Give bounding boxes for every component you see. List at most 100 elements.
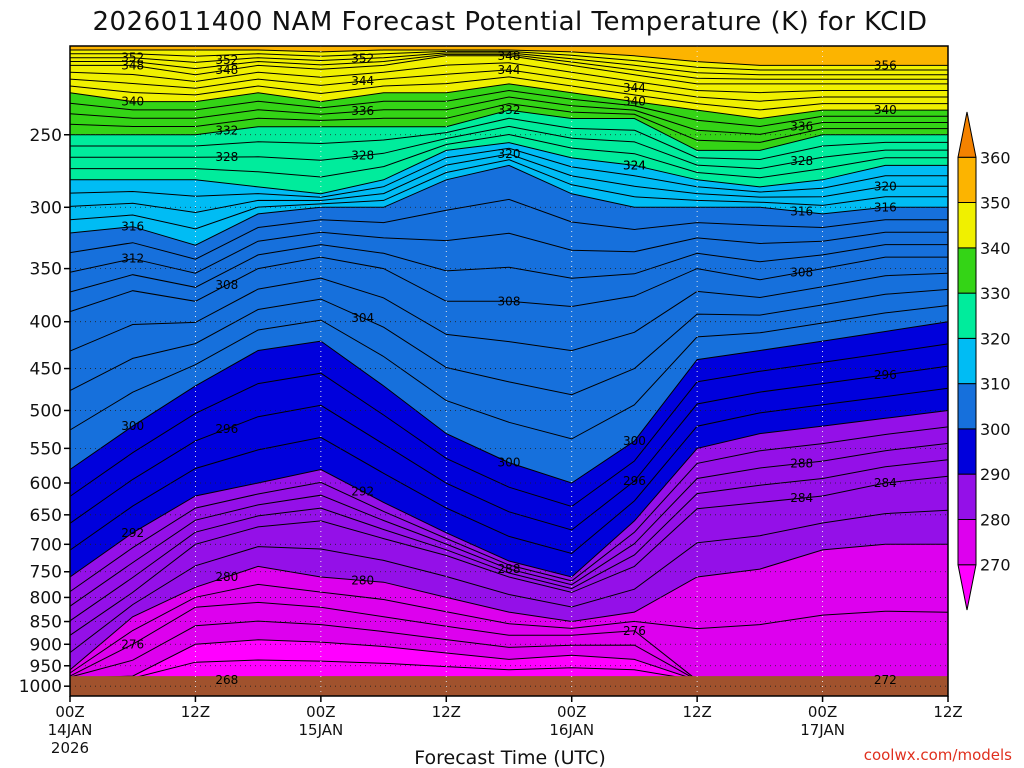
colorbar-band-300 [957,383,977,430]
isentrope-336 [69,96,948,135]
colorbar-tick-label: 310 [980,375,1011,394]
x-tick-date: 14JAN [48,721,93,739]
isentrope-334 [69,103,948,143]
y-tick-label: 700 [30,535,62,555]
contour-label: 352 [121,51,144,65]
y-tick-label: 300 [30,198,62,218]
contour-label: 324 [623,158,646,172]
contour-label: 308 [215,278,238,292]
contour-label: 304 [351,311,374,325]
x-tick-time: 00Z [557,703,586,721]
contour-label: 268 [215,673,238,687]
plot-frame [69,45,949,697]
isentrope-324 [70,142,948,195]
contour-label: 296 [623,474,646,488]
x-tick-time: 00Z [306,703,335,721]
y-tick-label: 600 [30,474,62,494]
contour-label: 292 [351,484,374,498]
y-tick-label: 450 [30,360,62,380]
isentrope-356 [70,49,948,66]
contour-label: 308 [498,294,521,308]
isentrope-348 [70,55,948,85]
colorbar-band-270 [957,518,977,566]
colorbar-tick-label: 330 [980,284,1011,303]
x-tick-date: 16JAN [549,721,594,739]
colorbar-tick-label: 360 [980,148,1011,167]
isentrope-298 [69,343,949,508]
y-tick-label: 950 [30,657,62,677]
isentrope-302 [69,305,949,440]
contour-label: 328 [215,150,238,164]
contour-label: 308 [790,265,813,279]
colorbar-band-350 [957,156,977,204]
isentrope-332 [70,109,948,151]
contour-label: 352 [215,53,238,67]
contour-label: 280 [215,570,238,584]
isentrope-352 [70,52,948,76]
isentrope-312 [69,231,948,274]
isentrope-294 [69,387,949,555]
contour-label: 332 [498,103,521,117]
contour-label: 344 [351,74,374,88]
contour-label: 332 [215,124,238,138]
colorbar-tick-label: 290 [980,465,1011,484]
isentrope-342 [69,76,948,111]
contour-label: 348 [121,58,144,72]
isentrope-306 [69,272,949,352]
chart-title: 2026011400 NAM Forecast Potential Temper… [92,7,927,37]
isentrope-350 [70,53,948,80]
y-tick-label: 800 [30,588,62,608]
contour-label: 316 [790,205,813,219]
isentrope-292 [69,410,949,578]
isentrope-320 [69,153,948,214]
isentrope-328 [70,125,948,170]
isentrope-304 [69,288,949,396]
contour-label: 276 [121,637,144,651]
contour-label: 340 [121,95,144,109]
colorbar-band-290 [957,428,977,475]
contour-label: 312 [121,252,144,266]
isentrope-290 [69,426,949,593]
contour-label: 300 [623,434,646,448]
isentrope-340 [69,83,948,120]
colorbar-band-320 [957,292,977,339]
x-tick-year: 2026 [51,739,89,757]
x-tick-date: 15JAN [298,721,343,739]
isentrope-326 [70,133,948,179]
isentrope-314 [69,198,948,260]
x-tick-time: 12Z [682,703,711,721]
isentrope-310 [69,244,948,293]
colorbar-band-360 [957,111,977,158]
contour-label: 328 [351,149,374,163]
contour-label: 356 [874,58,897,72]
contour-label: 276 [623,624,646,638]
colorbar-band-280 [957,473,977,520]
y-tick-label: 900 [30,635,62,655]
y-tick-label: 750 [30,563,62,583]
y-tick-label: 650 [30,506,62,526]
colorbar: 270 280 290 300 310 320 330 340 350 360 [957,111,1011,611]
credit-text: coolwx.com/models [864,746,1012,764]
contour-label: 316 [121,220,144,234]
colorbar-tick-label: 270 [980,556,1011,575]
x-tick-time: 12Z [181,703,210,721]
contour-label: 272 [874,673,897,687]
isentrope-282 [69,509,949,653]
contour-label: 320 [874,179,897,193]
colorbar-tick-label: 340 [980,239,1011,258]
isentrope-284 [69,475,949,636]
contour-label: 340 [874,103,897,117]
colorbar-band-330 [957,247,977,294]
contour-label: 352 [351,52,374,66]
colorbar-band-260 [957,564,977,611]
contour-label: 300 [498,456,521,470]
contour-label: 340 [623,95,646,109]
contour-label: 344 [623,81,646,95]
colorbar-tick-label: 300 [980,420,1011,439]
colorbar-tick-label: 280 [980,510,1011,529]
contour-labels: 348 352 352 3483443563523483443443403363403… [121,49,896,687]
contour-label: 300 [121,419,144,433]
isentrope-286 [69,459,949,622]
y-tick-label: 400 [30,313,62,333]
